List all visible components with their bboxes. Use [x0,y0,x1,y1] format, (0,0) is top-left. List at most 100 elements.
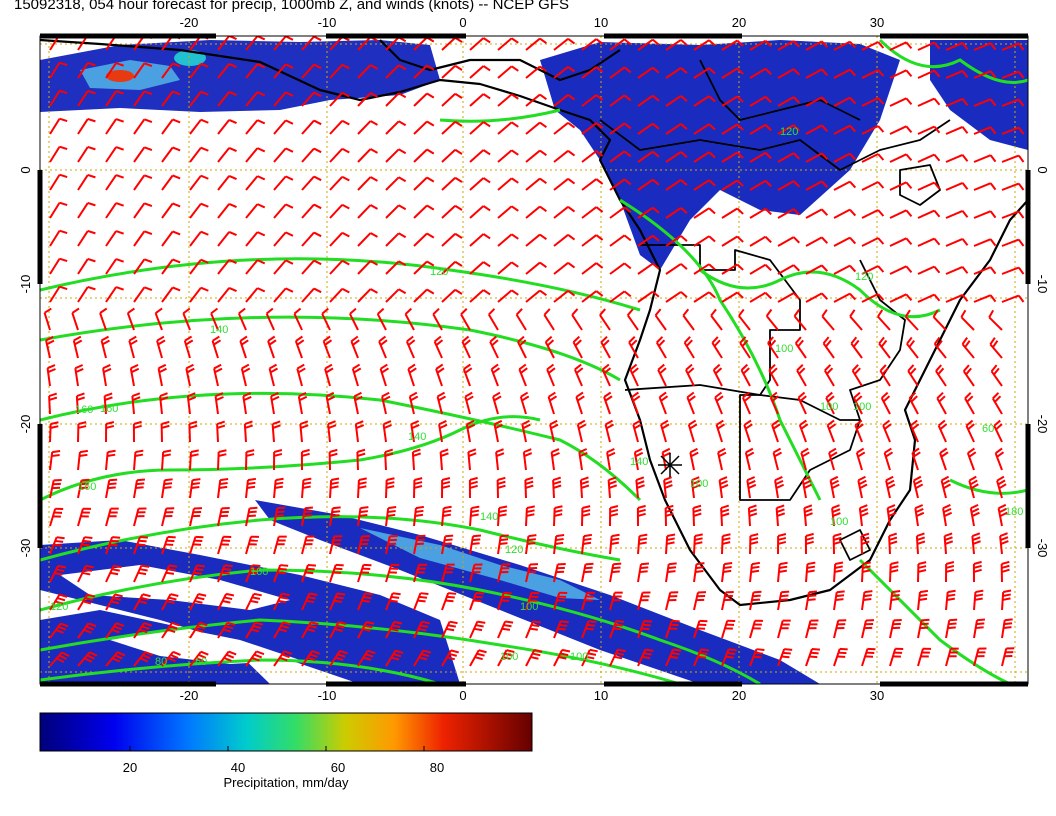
colorbar [39,712,533,752]
wind-barb [189,90,209,107]
wind-barb [105,202,124,219]
wind-barb [525,289,547,303]
wind-barb [217,621,236,639]
wind-barb [973,210,997,219]
wind-barb [945,125,969,135]
wind-barb [376,307,387,331]
wind-barb [161,230,181,247]
contour-line [439,108,561,123]
wind-barb [965,419,975,443]
wind-barb [637,66,660,79]
wind-barb [831,504,841,527]
wind-barb [357,592,373,611]
wind-barb [245,203,266,219]
wind-barb [917,125,941,135]
wind-barb [525,534,537,555]
contour-label: 120 [780,126,798,138]
wind-barb [968,475,979,499]
wind-barb [161,286,181,303]
wind-barb [237,307,247,331]
wind-barb [879,364,891,387]
wind-barb [962,364,975,387]
wind-barb [240,363,251,387]
wind-barb [469,149,491,163]
contour-label: 100 [690,478,708,490]
wind-barb [105,564,122,583]
wind-barb [721,562,733,583]
wind-barb [405,335,416,359]
wind-barb [469,37,491,51]
wind-barb [217,449,227,471]
wind-barb [635,476,645,499]
contour-label: 180 [1005,506,1023,518]
wind-barb [161,202,181,219]
wind-barb [805,590,818,611]
wind-barb [721,207,744,219]
wind-barb [273,449,283,471]
wind-barb [721,151,744,163]
wind-barb [105,478,118,499]
wind-barb [133,174,153,191]
contour-line [40,257,641,312]
wind-barb [777,648,793,667]
lake-victoria [899,164,941,206]
wind-barb [462,363,473,387]
wind-barb [907,364,919,387]
wind-barb [525,205,547,219]
wind-barb [49,173,68,191]
wind-barb [49,201,68,219]
wind-barb [581,234,604,247]
wind-barb [245,147,266,163]
wind-barb [878,336,891,359]
wind-barb [301,203,322,219]
wind-barb [685,363,695,387]
wind-barb [1001,618,1013,639]
wind-barb [497,93,519,107]
wind-barb [665,67,688,79]
x-tick-label: 10 [594,15,608,30]
wind-barb [665,648,682,667]
wind-barb [973,126,997,135]
wind-barb [441,649,459,667]
wind-barb [385,204,407,219]
contour-line [40,568,761,684]
wind-barb [385,506,397,527]
wind-barb [105,230,124,247]
wind-barb [133,146,153,163]
wind-barb [749,235,772,247]
wind-barb [357,477,367,499]
wind-barb [544,335,555,359]
wind-barb [189,564,205,583]
wind-barb [741,391,752,415]
wind-barb [161,90,181,107]
wind-barb [329,63,350,79]
wind-barb [433,335,444,359]
wind-barb [133,230,153,247]
wind-barb [581,262,604,275]
wind-barb [693,67,716,79]
wind-barb [945,589,956,611]
wind-barb [1001,238,1025,247]
x-tick-label: -10 [318,688,337,703]
wind-barb [607,476,618,499]
wind-barb [71,307,80,331]
wind-barb [833,180,857,191]
wind-barb [747,504,758,527]
wind-barb [553,648,571,667]
wind-barb [126,307,135,331]
wind-barb [217,592,235,611]
wind-barb [49,622,69,639]
wind-barb [857,475,868,499]
wind-barb [273,231,294,247]
wind-barb [833,561,844,583]
wind-barb [77,564,94,583]
wind-barb [973,294,997,303]
wind-barb [693,39,716,51]
wind-barb [385,148,407,163]
wind-barb [217,564,233,583]
contour-label: 140 [630,456,648,468]
wind-barb [833,647,848,667]
wind-barb [777,152,800,163]
wind-barb [572,335,583,359]
wind-barb [889,618,902,639]
